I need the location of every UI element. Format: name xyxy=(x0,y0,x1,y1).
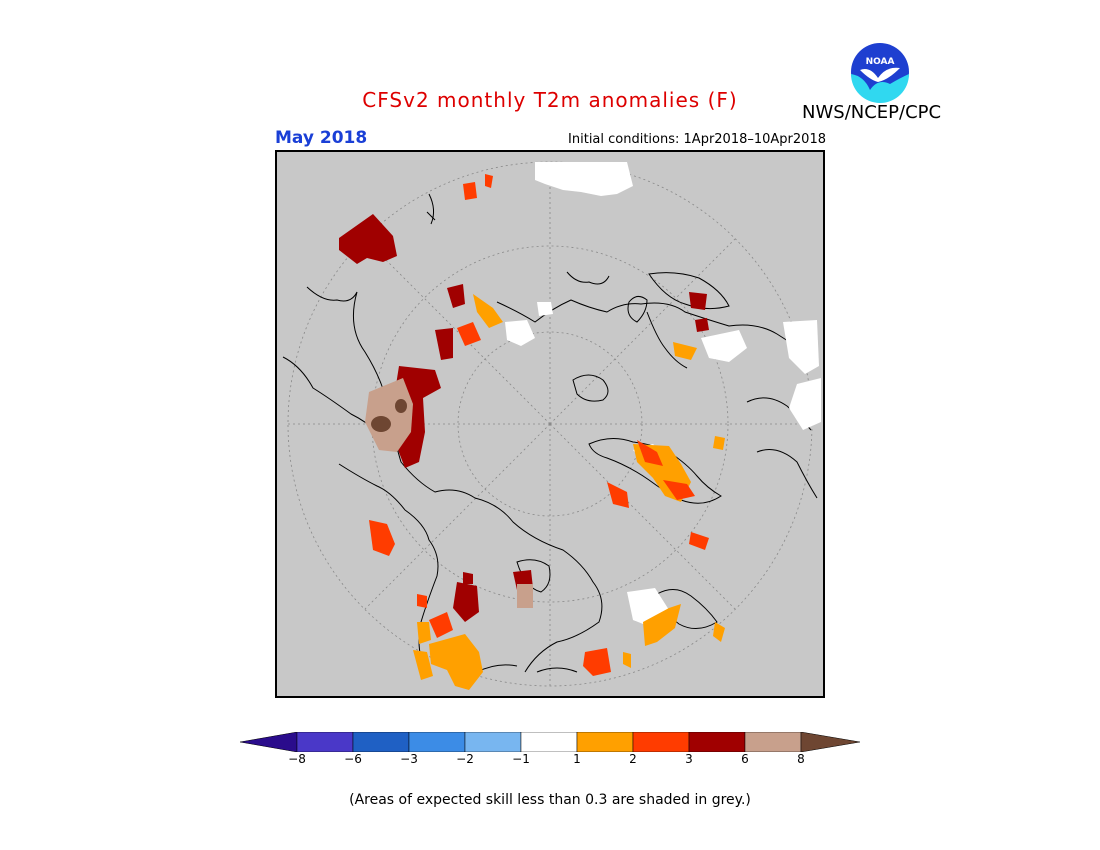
agency-label: NWS/NCEP/CPC xyxy=(802,102,942,123)
colorbar-tick: 2 xyxy=(629,752,637,766)
initial-conditions: Initial conditions: 1Apr2018–10Apr2018 xyxy=(568,132,826,147)
forecast-month: May 2018 xyxy=(275,128,368,148)
colorbar-tick: −6 xyxy=(344,752,362,766)
anomaly-white xyxy=(505,162,821,628)
colorbar-tick: 8 xyxy=(797,752,805,766)
polar-map-svg xyxy=(282,161,821,690)
colorbar-tick: −2 xyxy=(456,752,474,766)
colorbar-segment-1-2 xyxy=(576,732,634,752)
anomaly-2-3 xyxy=(369,174,709,676)
colorbar-segment-lt-m8 xyxy=(240,732,298,752)
colorbar-segment-2-3 xyxy=(632,732,690,752)
anomaly-gt-8 xyxy=(371,399,407,432)
colorbar-segment-m1-1 xyxy=(520,732,578,752)
colorbar-tick: 3 xyxy=(685,752,693,766)
colorbar-segment-m3-m2 xyxy=(408,732,466,752)
colorbar-segment-m2-m1 xyxy=(464,732,522,752)
colorbar-segment-m6-m3 xyxy=(352,732,410,752)
colorbar xyxy=(240,732,860,752)
colorbar-tick: 1 xyxy=(573,752,581,766)
colorbar-tick: 6 xyxy=(741,752,749,766)
colorbar-tick: −1 xyxy=(512,752,530,766)
colorbar-tick: −3 xyxy=(400,752,418,766)
logo-text: NOAA xyxy=(866,57,895,67)
colorbar-segment-m8-m6 xyxy=(296,732,354,752)
noaa-logo-icon: NOAA xyxy=(849,41,911,103)
chart-title: CFSv2 monthly T2m anomalies (F) xyxy=(362,88,738,112)
colorbar-segment-3-6 xyxy=(688,732,746,752)
colorbar-segment-6-8 xyxy=(744,732,802,752)
colorbar-tick: −8 xyxy=(288,752,306,766)
anomaly-6-8 xyxy=(365,378,533,608)
anomaly-map xyxy=(275,150,825,698)
skill-footnote: (Areas of expected skill less than 0.3 a… xyxy=(349,792,751,808)
colorbar-segment-gt-8 xyxy=(800,732,860,752)
